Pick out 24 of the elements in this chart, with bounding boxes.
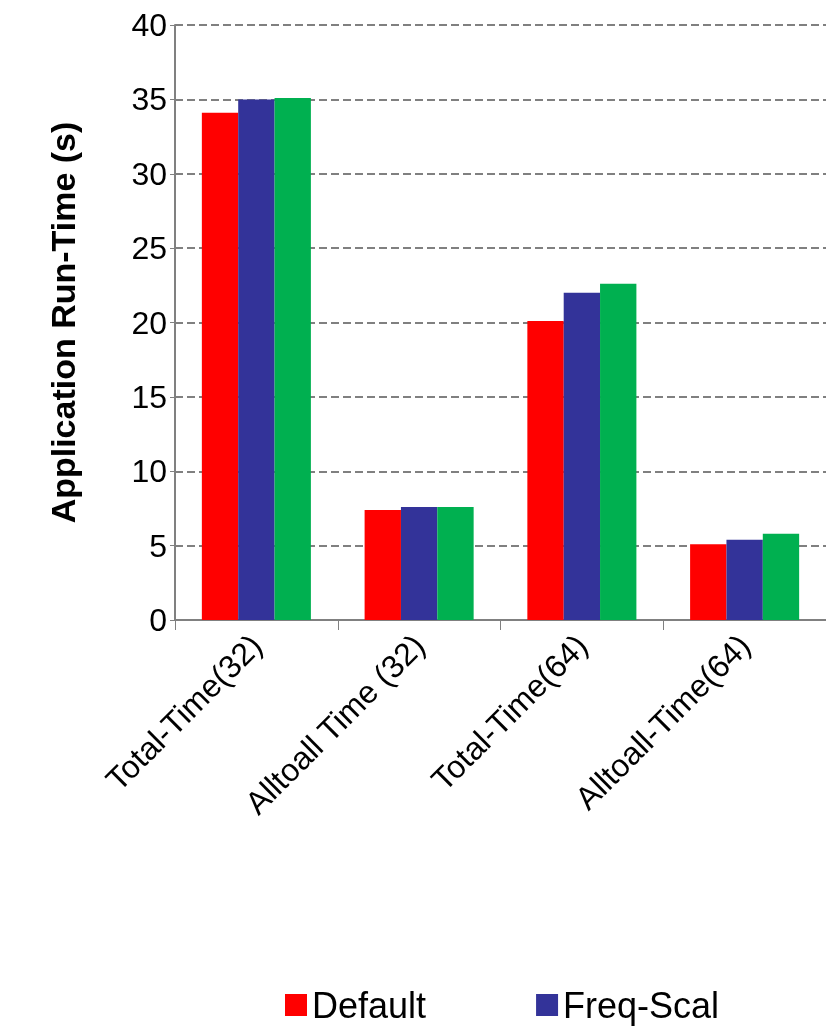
- bar: [364, 509, 401, 620]
- y-tick-label: 10: [131, 453, 167, 490]
- bar: [437, 506, 474, 620]
- bar: [527, 321, 564, 620]
- bar: [238, 99, 275, 620]
- y-tick-label: 25: [131, 230, 167, 267]
- y-tick-label: 20: [131, 304, 167, 341]
- bar: [201, 112, 239, 620]
- legend-label: Freq-Scal: [563, 984, 720, 1026]
- bar: [690, 544, 727, 620]
- y-tick-label: 35: [131, 81, 167, 118]
- legend-label: Default: [312, 984, 427, 1026]
- y-tick-label: 40: [131, 7, 167, 43]
- bar: [400, 506, 438, 620]
- y-tick-label: 30: [131, 155, 167, 192]
- bar: [274, 97, 311, 620]
- y-tick-label: 5: [149, 527, 167, 564]
- y-tick-label: 0: [149, 602, 167, 638]
- y-tick-label: 15: [131, 378, 167, 415]
- bar: [762, 533, 800, 620]
- y-axis-title: Application Run-Time (s): [44, 121, 82, 524]
- bar: [563, 292, 601, 620]
- bar: [726, 539, 763, 620]
- bar: [600, 283, 637, 620]
